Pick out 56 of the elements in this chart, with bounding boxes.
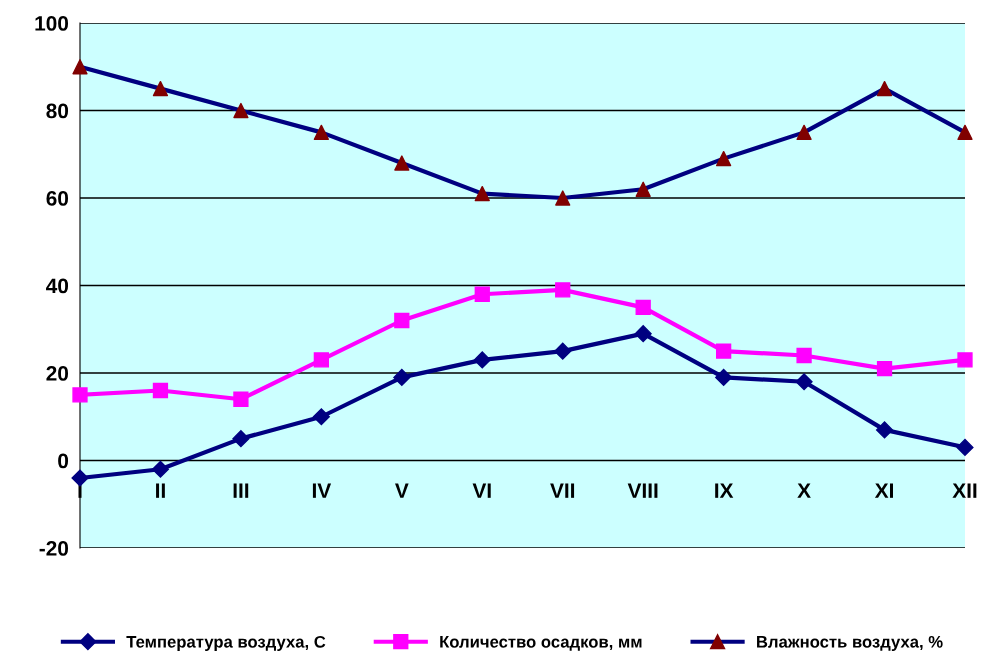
point [312, 408, 330, 426]
x-tick-label: IV [312, 483, 332, 498]
legend-label: Влажность воздуха, % [757, 635, 943, 651]
point [233, 102, 249, 119]
x-tick-label: VII [550, 483, 575, 498]
point [473, 351, 491, 369]
point [796, 124, 812, 141]
point [555, 190, 571, 206]
x-tick-label: IX [715, 483, 734, 498]
point [394, 155, 410, 171]
point [474, 286, 490, 302]
y-tick-label: -20 [39, 541, 69, 556]
point [635, 299, 651, 316]
y-tick-label: 0 [58, 453, 69, 469]
point [875, 421, 894, 439]
point [876, 80, 893, 97]
legend-label: Температура воздуха, С [126, 635, 326, 651]
y-tick-label: 40 [46, 278, 69, 294]
legend-label: Количество осадков, мм [440, 636, 642, 651]
y-tick-label: 80 [46, 103, 69, 119]
point [232, 430, 250, 448]
point [393, 368, 411, 386]
point [72, 387, 88, 403]
point [152, 382, 169, 399]
point [394, 312, 410, 329]
x-tick-label: X [797, 483, 811, 498]
y-tick-label: 100 [35, 16, 69, 31]
point [474, 185, 490, 202]
point [72, 59, 88, 75]
point [635, 181, 651, 197]
point [956, 438, 974, 456]
point [151, 460, 170, 478]
point [233, 391, 249, 407]
x-tick-label: VI [472, 483, 491, 498]
x-tick-label: III [233, 483, 249, 498]
x-tick-label: XI [874, 483, 893, 498]
y-tick-label: 20 [46, 366, 69, 381]
point [715, 150, 732, 167]
point [634, 325, 652, 343]
point [313, 352, 330, 368]
point [715, 343, 732, 359]
point [555, 282, 571, 298]
point [876, 360, 893, 377]
x-tick-label: VIII [627, 483, 658, 498]
point [957, 352, 973, 368]
point [795, 373, 813, 391]
point [152, 80, 169, 97]
y-tick-label: 60 [46, 191, 69, 206]
x-tick-label: XII [952, 483, 977, 498]
point [715, 368, 733, 386]
x-tick-label: V [395, 483, 409, 498]
point [796, 347, 812, 364]
point [957, 124, 973, 141]
x-tick-label: II [156, 483, 165, 498]
point [554, 342, 572, 360]
point [313, 124, 330, 141]
